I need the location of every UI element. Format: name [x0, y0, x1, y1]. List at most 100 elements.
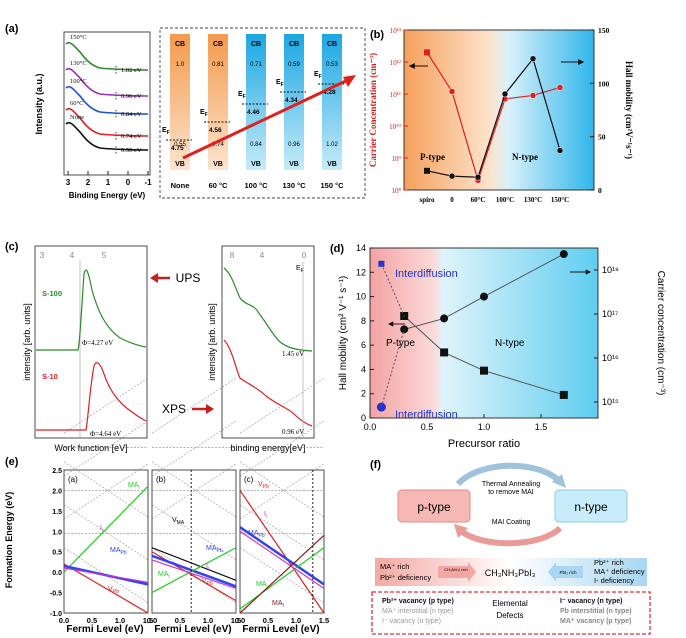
panel-b-right-tick-label: 50	[598, 133, 606, 142]
panel-label-d: (d)	[330, 243, 344, 255]
interdiffusion-top: Interdiffusion	[395, 268, 458, 280]
panel-e-ylabel: Formation Energy (eV)	[4, 492, 14, 589]
panel-e-xtick-label: 0.5	[175, 616, 185, 625]
panel-c-right-tick-label: 0	[302, 251, 307, 260]
ups-s100-curve	[36, 269, 147, 351]
left-defect-item: I⁻ vacancy (n type)	[382, 618, 441, 625]
panel-d-ylabel-left: Hall mobility (cm² V⁻¹ s⁻¹)	[338, 276, 349, 390]
panel-e-series-subscript: i	[208, 566, 209, 572]
mai-dark-line	[239, 534, 325, 614]
fermi-level-label: EF	[276, 79, 284, 88]
panel-e-series-label: VPb	[258, 481, 269, 490]
panel-e-dotted-line	[239, 461, 325, 518]
panel-e-ytick-label: -0.5	[50, 591, 62, 598]
panel-e-xtick-label: 0.0	[59, 616, 69, 625]
panel-c-right-tick-label: 8	[230, 251, 235, 260]
fermi-level-value: 4.75	[171, 145, 184, 152]
panel-e-series-label: MAi	[256, 581, 268, 590]
panel-e-frame	[63, 469, 149, 614]
panel-e-dotted-line	[63, 377, 149, 434]
band-bar	[170, 34, 190, 170]
panel-b-category-label: 100°C	[496, 196, 514, 204]
panel-e-sublabel: (b)	[156, 475, 166, 484]
panel-e-sublabel: (c)	[244, 475, 254, 484]
coating-arc	[457, 525, 563, 547]
panel-d-ntype: N-type	[495, 338, 525, 349]
panel-e-dotted-line	[239, 463, 325, 520]
panel-c-content: 3 4 5 8 4 0 S-100 S-10 Φ=4.27 eV Φ=4.64 eV EF 1.45 …	[36, 251, 313, 438]
panel-a-curves: 150°C 1.02 eV 130°C 0.96 eV 100°C 0.84 eV 60°C…	[65, 34, 149, 154]
panel-e-sublabel: (a)	[68, 475, 78, 484]
panel-f: (f) p-type n-type Thermal Annealing to r…	[370, 459, 651, 635]
defects-frame	[371, 591, 651, 635]
fermi-level-subscript: F	[243, 94, 246, 100]
panel-e-xlabel-1: Fermi Level (eV)	[66, 624, 143, 635]
right-defect-item: Pb interstitial (n type)	[560, 608, 632, 615]
right-defect-item: MA⁺ vacancy (p type)	[560, 618, 631, 625]
panel-e-ytick-label: 2.0	[52, 488, 62, 495]
panel-b-left-tick-label: 10¹¹	[390, 91, 401, 99]
vpb-line	[63, 563, 149, 614]
panel-e-dotted-line	[63, 420, 149, 477]
panel-b-left-tick-label: 10⁹	[392, 155, 402, 163]
panel-d-xlabel: Precursor ratio	[448, 438, 520, 450]
panel-a-xtick-label: -1	[144, 178, 152, 187]
mai-line	[63, 485, 149, 573]
panel-a-xtick-label: 1	[106, 178, 111, 187]
panel-e-series-subscript: Pb	[113, 589, 119, 595]
fermi-level-label: EF	[238, 91, 246, 100]
panel-c-xlabel-left: Work function [eV]	[54, 443, 127, 453]
panel-b-left-tick-label: 10⁸	[392, 187, 402, 195]
panel-b-ylabel-left: Carrier Concentration (cm⁻³)	[368, 53, 378, 167]
ups-label: UPS	[176, 271, 201, 285]
cb-label: CB	[213, 41, 223, 48]
mai-rich-arrow	[438, 562, 476, 582]
panel-e-series-label: VMA	[172, 517, 185, 526]
cb-label: CB	[251, 41, 261, 48]
panel-a-gap-label: 0.96 eV	[121, 93, 142, 100]
ii-line	[63, 567, 149, 583]
panel-e-dotted-line	[151, 504, 237, 561]
panel-b-category-label: 0	[450, 196, 454, 204]
panel-f-text: MA⁺ rich Pb²⁺ deficiency CH₃NH₃I rich CH₃NH…	[380, 558, 645, 625]
panel-label-b: (b)	[370, 29, 384, 41]
panel-c-ylabel-right: intensity [arb. units]	[207, 303, 217, 381]
panel-d-right-tick-label: 10¹⁶	[602, 353, 619, 363]
panel-a-gap-label: 0.84 eV	[121, 111, 142, 118]
panel-e-series-label: Ii	[264, 511, 267, 520]
panel-e-dotted-line	[63, 463, 149, 520]
panel-e-xtick-label: 1.0	[115, 616, 125, 625]
panel-e-xtick-label: 1.0	[291, 616, 301, 625]
panel-b-axes: 10⁸ 10⁹ 10¹⁰ 10¹¹ 10¹² 10¹³ 0 50 100 150 spiro 0 60°…	[389, 26, 609, 204]
panel-e-dotted-line	[239, 547, 325, 603]
panel-e-ytick-label: 2.5	[52, 468, 62, 475]
panel-e-dotted-line	[239, 504, 325, 561]
panel-e-series-subscript: i	[139, 485, 140, 491]
panel-a-xtick-label: 2	[86, 178, 91, 187]
center-compound: CH₃NH₃PbI₃	[485, 568, 536, 578]
composition-bar	[375, 558, 647, 586]
panel-d-xtick-label: 0.0	[364, 422, 377, 432]
panel-a-curve-label: None	[70, 114, 84, 121]
phi-s100-label: Φ=4.27 eV	[82, 339, 113, 347]
panel-b-red-point	[424, 49, 430, 56]
ptype-box-label: p-type	[417, 500, 451, 514]
concentration-point	[480, 292, 488, 301]
panel-e-dotted-line	[63, 504, 149, 561]
panel-a-curve-label: 150°C	[70, 34, 87, 41]
cb-label: CB	[327, 41, 337, 48]
panel-e-series-subscript: i	[266, 514, 267, 520]
trend-arrow-head	[343, 75, 356, 87]
vma-line	[151, 547, 237, 581]
panel-d-ytick-label: 2	[361, 389, 366, 399]
fermi-level-subscript: F	[167, 130, 170, 136]
band-bottom-value: 1.02	[326, 142, 338, 148]
anneal-arc	[455, 462, 563, 487]
panel-b-ptype: P-type	[420, 152, 445, 162]
band-top-value: 0.59	[288, 62, 300, 68]
panel-a-xticks: 3 2 1 0 -1	[66, 171, 152, 187]
panel-b-left-tick-label: 10¹²	[390, 59, 401, 67]
concentration-point	[559, 250, 568, 259]
panel-e-series-subscript: Pb	[259, 533, 265, 539]
panel-a: (a) Intensity (a.u.) 3 2 1 0 -1 Binding Ener…	[5, 23, 366, 200]
